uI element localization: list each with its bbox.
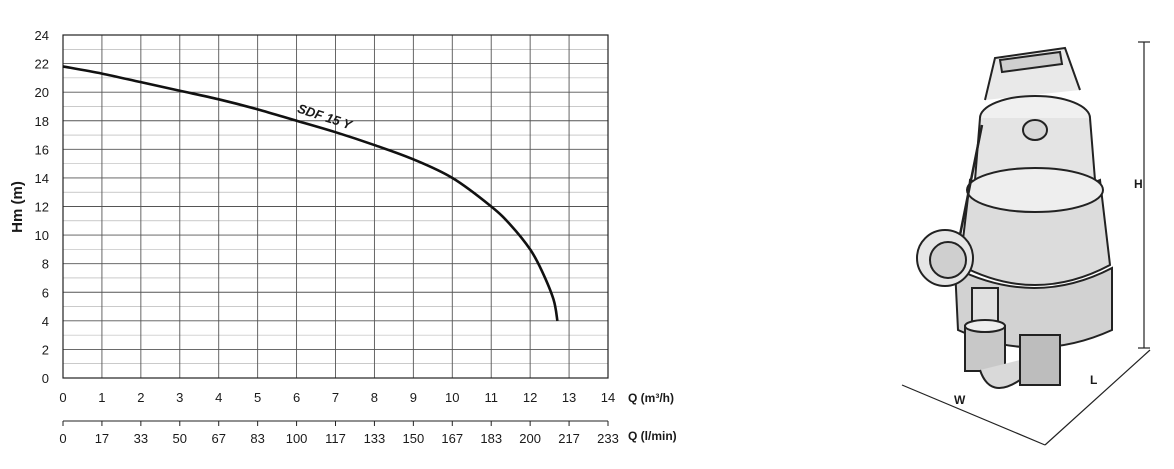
y-tick-label: 6 [42, 285, 49, 300]
x-tick-label: 9 [410, 390, 417, 405]
x-tick-label: 3 [176, 390, 183, 405]
length-dimension-line [1044, 349, 1151, 446]
y-tick-label: 18 [35, 114, 49, 129]
y-axis-title: Hm (m) [9, 181, 26, 233]
x2-axis-title: Q (l/min) [628, 429, 677, 443]
width-dimension-line [901, 384, 1046, 446]
width-label: W [954, 393, 966, 407]
x2-tick-label: 167 [441, 431, 463, 446]
y-tick-label: 10 [35, 228, 49, 243]
y-tick-label: 2 [42, 342, 49, 357]
y-tick-label: 12 [35, 200, 49, 215]
x-axis-title: Q (m³/h) [628, 391, 674, 405]
x-tick-label: 10 [445, 390, 459, 405]
length-label: L [1090, 373, 1097, 387]
x-tick-label: 1 [98, 390, 105, 405]
y-tick-label: 14 [35, 171, 49, 186]
pump-drawing: H L W [901, 41, 1151, 446]
x2-tick-label: 117 [325, 431, 346, 446]
x2-tick-label: 0 [59, 431, 66, 446]
x-tick-label: 11 [484, 390, 498, 405]
y-tick-label: 8 [42, 257, 49, 272]
y-tick-label: 22 [35, 57, 49, 72]
series-group: SDF 15 Y [62, 65, 559, 322]
x-tick-label: 0 [59, 390, 66, 405]
x-tick-label: 4 [215, 390, 222, 405]
x-tick-label: 12 [523, 390, 537, 405]
x2-tick-label: 217 [558, 431, 580, 446]
x-tick-label: 14 [601, 390, 615, 405]
x2-tick-label: 100 [286, 431, 308, 446]
y-tick-label: 20 [35, 85, 49, 100]
plot-border [62, 34, 609, 379]
x2-tick-label: 183 [480, 431, 502, 446]
x2-tick-label: 150 [403, 431, 425, 446]
x2-tick-label: 50 [173, 431, 187, 446]
x2-tick-label: 233 [597, 431, 619, 446]
x-tick-label: 6 [293, 390, 300, 405]
y-tick-label: 24 [35, 28, 49, 43]
x-tick-label: 13 [562, 390, 576, 405]
grid [62, 34, 609, 379]
x-ticks: 0 1 2 3 4 5 6 7 8 9 10 11 12 13 14 [59, 390, 615, 405]
x-tick-label: 5 [254, 390, 261, 405]
x2-tick-label: 33 [134, 431, 148, 446]
x-tick-label: 2 [137, 390, 144, 405]
x2-tick-label: 17 [95, 431, 109, 446]
x-tick-label: 8 [371, 390, 378, 405]
x2-tick-label: 83 [250, 431, 264, 446]
x2-axis: 0 17 33 50 67 83 100 117 133 150 167 183 200 217 233 [59, 420, 619, 446]
y-tick-label: 4 [42, 314, 49, 329]
x2-tick-label: 67 [211, 431, 225, 446]
x2-tick-label: 200 [519, 431, 541, 446]
series-line-0 [62, 65, 559, 322]
x2-tick-label: 133 [364, 431, 386, 446]
y-tick-label: 16 [35, 142, 49, 157]
height-label: H [1134, 177, 1143, 191]
y-tick-label: 0 [42, 371, 49, 386]
x-tick-label: 7 [332, 390, 339, 405]
